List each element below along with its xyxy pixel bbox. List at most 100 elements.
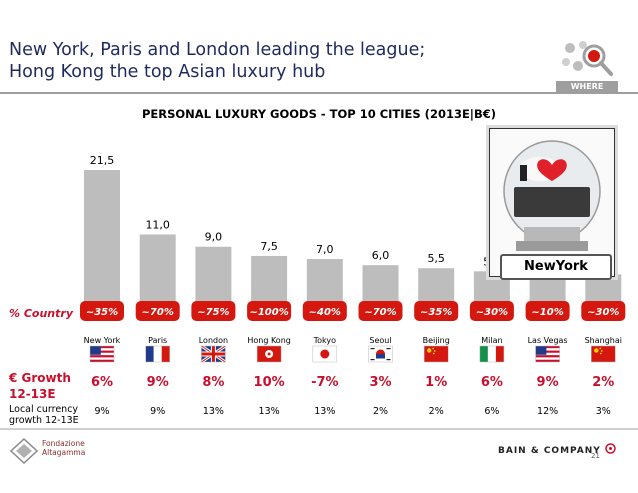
new-york-snowglobe-photo (489, 128, 615, 277)
logo-label: WHERE (556, 81, 618, 92)
flag-usa-icon (535, 345, 560, 363)
pct-badge-text-5: ~70% (364, 307, 396, 318)
local-growth-8: 12% (537, 406, 558, 417)
pct-badge-2 (191, 301, 236, 321)
local-growth-7: 6% (484, 406, 499, 417)
euro-growth-5: 3% (369, 375, 391, 390)
pct-badge-9 (581, 301, 626, 321)
local-growth-label-line2: growth 12-13E (9, 415, 79, 426)
bar-2 (195, 246, 232, 302)
flag-france-icon (145, 345, 170, 363)
local-growth-3: 13% (259, 406, 280, 417)
flag-hong-kong-icon (256, 345, 282, 363)
flag-south-korea-icon (368, 345, 393, 363)
euro-growth-7: 6% (481, 375, 503, 390)
header-divider (0, 92, 638, 94)
bar-value-label-4: 7,0 (316, 243, 334, 256)
pct-badge-6 (414, 301, 459, 321)
euro-growth-3: 10% (254, 375, 285, 390)
title-line-2: Hong Kong the top Asian luxury hub (9, 62, 326, 82)
bain-emblem-icon (605, 443, 616, 454)
pct-badge-8 (525, 301, 570, 321)
page-number: 21 (591, 452, 600, 460)
chart-title: PERSONAL LUXURY GOODS - TOP 10 CITIES (2… (141, 107, 497, 121)
local-growth-1: 9% (150, 406, 165, 417)
title-line-1: New York, Paris and London leading the l… (9, 40, 426, 60)
euro-growth-2: 8% (202, 375, 224, 390)
footer-divider (0, 428, 638, 430)
bar-value-label-5: 6,0 (372, 249, 390, 262)
city-label-7: Milan (481, 336, 502, 345)
euro-growth-8: 9% (537, 375, 559, 390)
magnifier-icon (562, 41, 613, 76)
pct-badge-text-9: ~30% (587, 307, 619, 318)
local-growth-0: 9% (94, 406, 109, 417)
bar-value-label-2: 9,0 (205, 231, 223, 244)
pct-badge-text-6: ~35% (420, 307, 452, 318)
slide-title: New York, Paris and London leading the l… (9, 39, 425, 83)
bar-6 (418, 268, 455, 302)
euro-growth-label: € Growth 12-13E (9, 370, 71, 402)
bar-4 (306, 259, 343, 302)
local-growth-6: 2% (429, 406, 444, 417)
fondazione-line2: Altagamma (42, 448, 86, 457)
bar-value-label-1: 11,0 (145, 218, 170, 231)
local-growth-2: 13% (203, 406, 224, 417)
fondazione-text: Fondazione Altagamma (42, 439, 85, 457)
city-label-4: Tokyo (313, 336, 337, 345)
pct-badge-4 (302, 301, 347, 321)
city-label-9: Shanghai (585, 336, 622, 345)
euro-growth-1: 9% (147, 375, 169, 390)
fondazione-line1: Fondazione (42, 439, 85, 448)
euro-growth-label-line2: 12-13E (9, 387, 56, 401)
city-label-5: Seoul (369, 336, 391, 345)
pct-badge-5 (358, 301, 403, 321)
city-label-0: New York (84, 336, 121, 345)
euro-growth-9: 2% (592, 375, 614, 390)
local-growth-label-line1: Local currency (9, 404, 79, 415)
flag-usa-icon (89, 345, 115, 363)
pct-badge-3 (247, 301, 292, 321)
euro-growth-label-line1: € Growth (9, 371, 71, 385)
pct-badge-text-7: ~30% (476, 307, 508, 318)
pct-country-label: % Country (9, 307, 73, 320)
euro-growth-6: 1% (425, 375, 447, 390)
bar-value-label-0: 21,5 (90, 154, 115, 167)
bain-logo: BAIN & COMPANY (498, 443, 616, 456)
fondazione-emblem-icon (9, 437, 39, 465)
pct-badge-7 (469, 301, 514, 321)
pct-badge-text-2: ~75% (197, 307, 229, 318)
city-label-2: London (199, 336, 228, 345)
bar-5 (362, 265, 399, 302)
flag-italy-icon (479, 345, 505, 363)
pct-badge-text-8: ~10% (531, 307, 563, 318)
euro-growth-0: 6% (91, 375, 113, 390)
bar-3 (251, 255, 288, 302)
local-growth-9: 3% (596, 406, 611, 417)
where-logo: WHERE (556, 36, 618, 92)
flag-uk-icon (200, 344, 227, 364)
pct-badge-0 (80, 301, 124, 321)
local-growth-label: Local currency growth 12-13E (9, 404, 79, 426)
flag-japan-icon (312, 345, 338, 363)
pct-badge-1 (135, 301, 180, 321)
euro-growth-4: -7% (311, 375, 338, 390)
photo-caption: NewYork (500, 254, 612, 280)
flag-china-icon (423, 345, 449, 363)
bar-1 (139, 234, 176, 302)
city-label-6: Beijing (423, 336, 450, 345)
pct-badge-text-4: ~40% (309, 307, 341, 318)
bar-value-label-6: 5,5 (427, 252, 445, 265)
pct-badge-text-3: ~100% (249, 307, 288, 318)
bar-value-label-3: 7,5 (260, 240, 278, 253)
city-label-3: Hong Kong (247, 336, 291, 345)
pct-badge-text-1: ~70% (142, 307, 174, 318)
local-growth-4: 13% (314, 406, 335, 417)
city-label-1: Paris (148, 336, 167, 345)
local-growth-5: 2% (373, 406, 388, 417)
fondazione-logo: Fondazione Altagamma (9, 437, 85, 468)
bar-0 (84, 170, 120, 302)
city-label-8: Las Vegas (528, 336, 568, 345)
pct-badge-text-0: ~35% (86, 307, 118, 318)
bain-text: BAIN & COMPANY (498, 446, 601, 456)
